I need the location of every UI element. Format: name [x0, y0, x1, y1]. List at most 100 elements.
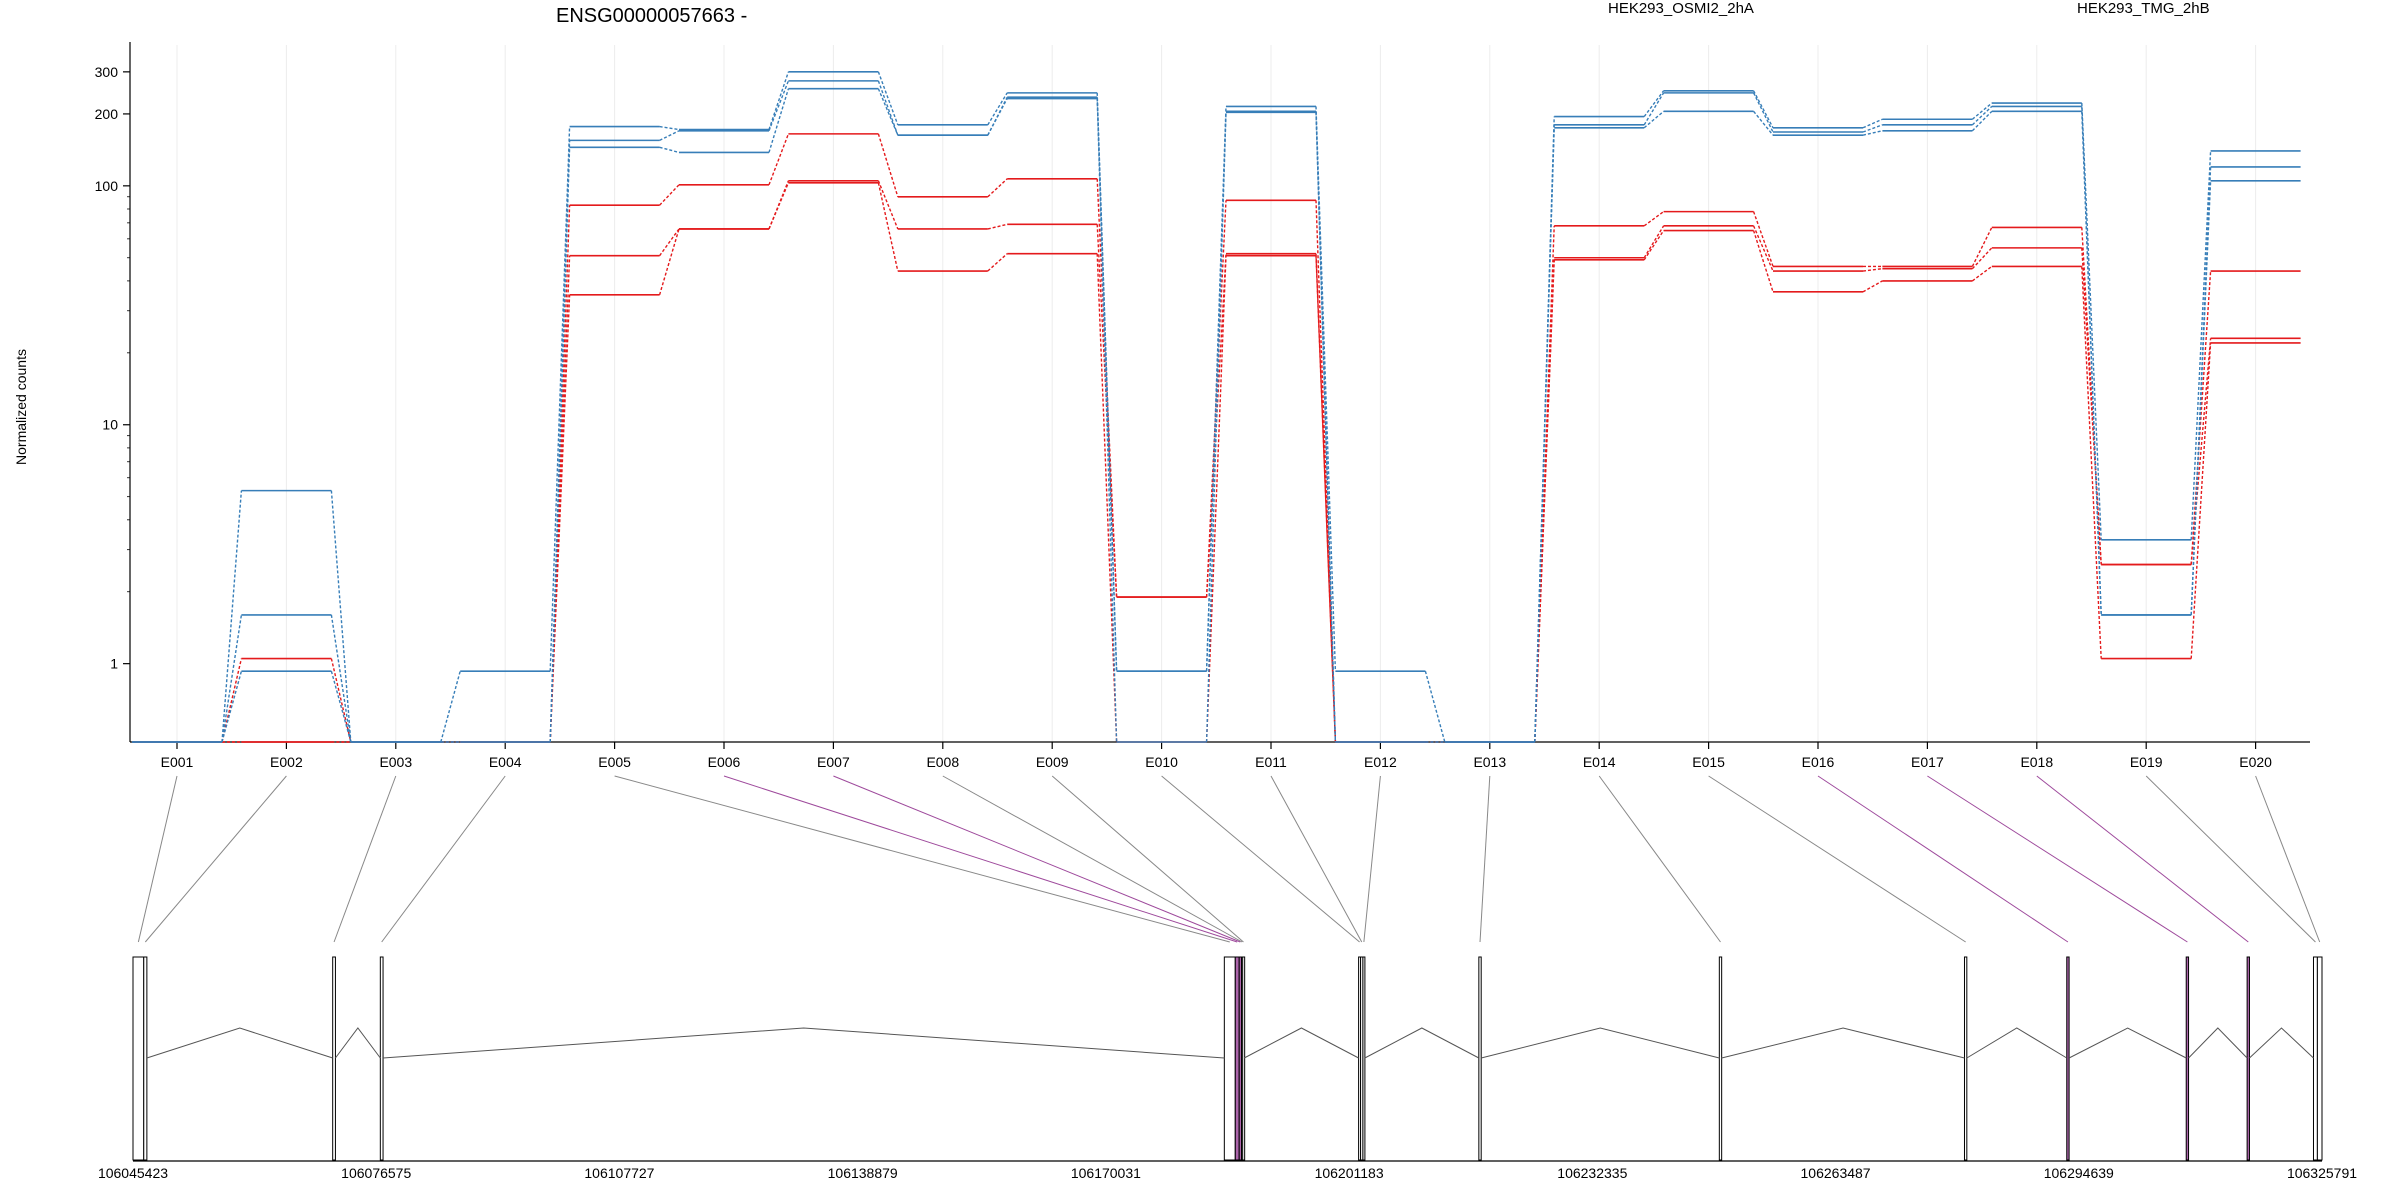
exon-box-e001 — [132, 956, 145, 1161]
x-tick-label: E004 — [489, 754, 522, 770]
intron-arc — [2068, 1027, 2187, 1059]
series-transition — [1752, 92, 1774, 133]
series-transition — [1971, 227, 1993, 267]
legend-osmi2: HEK293_OSMI2_2hA — [1608, 0, 1754, 17]
y-tick-label: 100 — [95, 178, 119, 194]
connector-e002 — [144, 775, 287, 943]
intron-arc — [146, 1027, 333, 1059]
x-tick-label: E005 — [598, 754, 631, 770]
series-transition — [1752, 211, 1774, 267]
series-transition — [768, 182, 790, 230]
exon-box-e002 — [143, 956, 148, 1161]
series-transition — [1096, 253, 1118, 743]
series-hek293-osmi2-2ha-0 — [132, 133, 2301, 743]
series-transition — [1862, 124, 1883, 133]
series-transition — [768, 80, 790, 132]
exon-box-e013 — [1478, 956, 1482, 1161]
intron-arc — [335, 1027, 381, 1059]
x-tick-label: E016 — [1802, 754, 1835, 770]
intron-arc — [2188, 1027, 2248, 1059]
x-tick-label: E012 — [1364, 754, 1397, 770]
series-transition — [2190, 270, 2212, 565]
series-transition — [1971, 102, 1993, 120]
connector-e013 — [1479, 775, 1491, 943]
y-tick-label: 200 — [95, 106, 119, 122]
connector-e008 — [942, 775, 1243, 943]
y-tick-label: 1 — [110, 656, 118, 672]
x-tick-label: E007 — [817, 754, 850, 770]
x-axis: E001 E002 E003 E004 E005 E006 E007 E008 E009 E010… — [130, 741, 2310, 770]
connector-e004 — [381, 775, 506, 943]
x-tick-label: E018 — [2020, 754, 2053, 770]
series-transition — [1643, 225, 1665, 259]
connector-e006 — [723, 775, 1238, 943]
series-transition — [549, 294, 571, 743]
x-tick-label: E014 — [1583, 754, 1616, 770]
series-transition — [1315, 111, 1337, 743]
intron-arc — [2249, 1027, 2314, 1059]
series-transition — [987, 92, 1008, 126]
connector-e010 — [1161, 775, 1360, 943]
series-transition — [2081, 266, 2102, 659]
series-transition — [1862, 118, 1883, 129]
series-transition — [659, 125, 680, 131]
genomic-coordinate-label: 106232335 — [1557, 1165, 1627, 1181]
series-transition — [768, 88, 790, 153]
vertical-grid-lines — [176, 45, 2257, 742]
series-transition — [658, 228, 680, 295]
y-tick-label: 10 — [102, 417, 118, 433]
connector-e007 — [833, 775, 1241, 943]
series-transition — [659, 130, 680, 141]
series-transition — [877, 182, 899, 272]
series-transition — [221, 671, 243, 743]
series-hek293-osmi2-2ha-2 — [132, 181, 2301, 743]
connector-e014 — [1598, 775, 1721, 943]
series-transition — [659, 228, 680, 257]
series-transition — [1862, 267, 1883, 272]
series-transition — [1643, 230, 1665, 261]
series-transition — [987, 223, 1008, 230]
series-transition — [768, 133, 790, 186]
x-tick-label: E011 — [1255, 754, 1287, 770]
series-transition — [1534, 127, 1555, 743]
series-transition — [330, 614, 352, 743]
genomic-coordinate-label: 106138879 — [828, 1165, 898, 1181]
intron-arc — [1966, 1027, 2068, 1059]
connector-e003 — [333, 775, 397, 943]
series-transition — [330, 671, 352, 743]
y-axis: 1 10 100 200 300 — [95, 42, 131, 742]
series-transition — [549, 147, 571, 743]
series-transition — [1315, 106, 1337, 672]
series-transition — [877, 88, 899, 136]
chart-title: ENSG00000057663 - — [556, 5, 747, 27]
y-axis-title: Normalized counts — [13, 349, 29, 465]
series-lines — [132, 71, 2301, 743]
series-transition — [768, 71, 790, 130]
series-transition — [1971, 247, 1993, 270]
series-transition — [1971, 105, 1993, 126]
series-transition — [1752, 230, 1774, 293]
series-transition — [1752, 225, 1774, 272]
x-tick-label: E006 — [708, 754, 741, 770]
series-transition — [1752, 90, 1774, 129]
intron-arc — [1721, 1027, 1965, 1059]
series-transition — [1205, 255, 1227, 743]
series-transition — [330, 658, 352, 743]
exon-connector-lines — [137, 775, 2321, 943]
y-tick-label: 300 — [95, 64, 119, 80]
series-transition — [877, 133, 899, 197]
exon-box-e012 — [1362, 956, 1366, 1161]
exon-box-e020 — [2316, 956, 2323, 1161]
exon-box-e019 — [2312, 956, 2318, 1161]
series-transition — [2081, 111, 2102, 615]
series-hek293-tmg-2hb-5 — [132, 87, 2301, 743]
series-transition — [2190, 342, 2212, 659]
genomic-coordinate-label: 106076575 — [341, 1165, 411, 1181]
exon-box-e004 — [379, 956, 384, 1161]
connector-e005 — [614, 775, 1230, 943]
series-transition — [2190, 338, 2212, 565]
genomic-coordinate-label: 106170031 — [1071, 1165, 1141, 1181]
series-transition — [549, 126, 571, 672]
genomic-coordinate-label: 106325791 — [2287, 1165, 2357, 1181]
connector-e009 — [1051, 775, 1244, 943]
